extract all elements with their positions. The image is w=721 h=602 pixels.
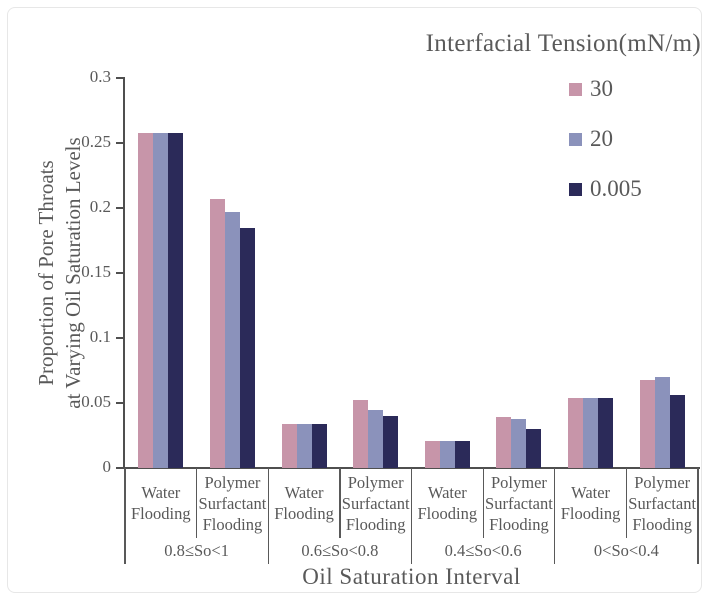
bar-series-30: [209, 198, 225, 468]
x-axis-title: Oil Saturation Interval: [302, 564, 521, 589]
legend-swatch-icon: [569, 132, 582, 146]
bar-series-20: [439, 440, 455, 468]
bar-series-0_005: [383, 416, 399, 468]
subgroup-separator: [196, 468, 198, 538]
y-tick-mark: [116, 467, 125, 469]
y-tick-mark: [116, 402, 125, 404]
interval-separator: [697, 468, 699, 564]
interval-separator: [267, 468, 269, 564]
subgroup-separator: [339, 468, 341, 538]
bar-series-20: [153, 132, 169, 468]
interval-separator: [554, 468, 556, 564]
y-tick-label: 0: [102, 457, 112, 476]
y-tick-mark: [116, 207, 125, 209]
legend-entry: 20: [569, 126, 642, 151]
y-tick-mark: [116, 337, 125, 339]
bar-series-0_005: [526, 429, 542, 468]
bar-series-0_005: [669, 395, 685, 468]
bar-series-30: [424, 440, 440, 468]
bar-series-20: [368, 409, 384, 468]
category-label: Polymer Surfactant Flooding: [628, 472, 697, 534]
y-tick-mark: [116, 142, 125, 144]
category-label: Water Flooding: [417, 483, 478, 523]
subgroup-separator: [482, 468, 484, 538]
bar-series-20: [511, 418, 527, 468]
category-label: Water Flooding: [560, 483, 621, 523]
bar-series-20: [224, 211, 240, 468]
legend-title: Interfacial Tension(mN/m): [425, 30, 701, 57]
legend-swatch-icon: [569, 182, 582, 196]
y-tick-label: 0.25: [81, 132, 111, 151]
bar-series-0_005: [311, 423, 327, 468]
legend-entry: 0.005: [569, 176, 642, 201]
category-label: Polymer Surfactant Flooding: [198, 472, 267, 534]
y-tick-mark: [116, 77, 125, 79]
bar-series-30: [353, 400, 369, 468]
bar-series-0_005: [454, 440, 470, 468]
y-tick-mark: [116, 272, 125, 274]
bar-series-30: [281, 423, 297, 468]
y-axis-title-line1: Proportion of Pore Throats: [34, 160, 58, 386]
interval-label: 0<So<0.4: [593, 541, 659, 560]
interval-label: 0.6≤So<0.8: [301, 541, 379, 560]
bar-series-0_005: [168, 132, 184, 468]
category-label: Polymer Surfactant Flooding: [485, 472, 553, 534]
y-tick-label: 0.3: [89, 67, 111, 86]
category-label: Water Flooding: [274, 483, 334, 523]
bar-series-20: [583, 397, 599, 468]
bar-series-20: [654, 377, 670, 468]
bar-series-30: [138, 132, 154, 468]
legend-label: 0.005: [590, 176, 642, 201]
bar-series-0_005: [598, 397, 614, 468]
legend-label: 20: [590, 126, 613, 151]
interval-label: 0.8≤So<1: [164, 541, 229, 560]
y-tick-label: 0.15: [81, 262, 111, 281]
category-label: Polymer Surfactant Flooding: [341, 472, 410, 534]
bar-series-30: [639, 379, 655, 468]
bar-series-30: [568, 397, 584, 468]
interval-separator: [124, 468, 126, 564]
legend-swatch-icon: [569, 82, 582, 96]
legend-entry: 30: [569, 76, 642, 101]
y-tick-label: 0.05: [81, 392, 111, 411]
interval-separator: [410, 468, 413, 564]
bar-series-30: [496, 417, 512, 468]
subgroup-separator: [625, 468, 628, 538]
y-tick-label: 0.1: [89, 327, 111, 346]
interval-label: 0.4≤So<0.6: [444, 541, 522, 560]
bar-series-0_005: [239, 227, 255, 468]
legend: 30 20 0.005: [569, 76, 642, 228]
y-tick-label: 0.2: [89, 197, 111, 216]
category-label: Water Flooding: [131, 483, 191, 523]
bar-series-20: [296, 423, 312, 468]
legend-label: 30: [590, 76, 613, 101]
